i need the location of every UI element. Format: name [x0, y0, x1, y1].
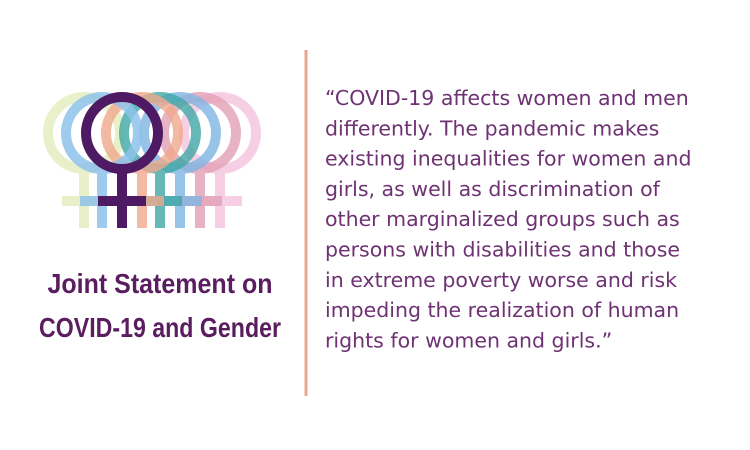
- title-line: Joint Statement on: [48, 268, 273, 299]
- quote-line: “COVID-19 affects women and men: [325, 86, 689, 110]
- venus-symbol: [81, 92, 163, 228]
- quote-line: persons with disabilities and those: [325, 238, 680, 262]
- title-line: COVID-19 and Gender: [39, 312, 281, 343]
- quote-line: rights for women and girls.”: [325, 328, 612, 352]
- quote-line: girls, as well as discrimination of: [325, 177, 661, 201]
- quote-line: differently. The pandemic makes: [325, 116, 659, 140]
- quote: “COVID-19 affects women and men different…: [325, 86, 692, 352]
- quote-line: impeding the realization of human: [325, 298, 679, 322]
- logo: [43, 92, 261, 228]
- quote-line: other marginalized groups such as: [325, 207, 680, 231]
- quote-line: existing inequalities for women and: [325, 147, 692, 171]
- quote-line: in extreme poverty worse and risk: [325, 268, 677, 292]
